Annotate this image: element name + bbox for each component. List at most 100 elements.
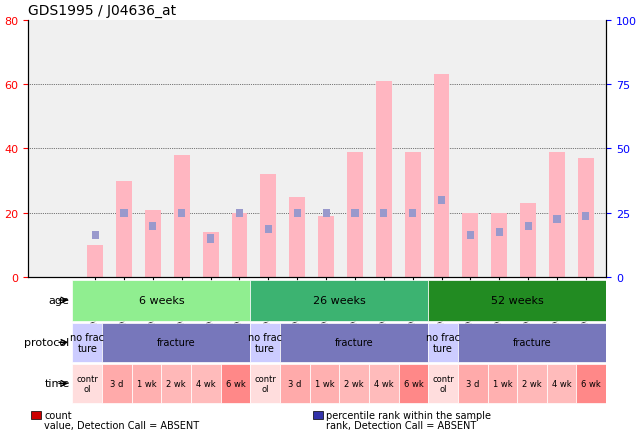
Bar — [231, 213, 247, 277]
Bar — [87, 245, 103, 277]
Bar — [524, 222, 532, 230]
Bar — [438, 197, 445, 204]
Text: 1 wk: 1 wk — [137, 379, 156, 388]
Text: GDS1995 / J04636_at: GDS1995 / J04636_at — [28, 4, 176, 18]
FancyBboxPatch shape — [428, 280, 606, 321]
Text: 26 weeks: 26 weeks — [313, 296, 365, 306]
FancyBboxPatch shape — [280, 364, 310, 403]
Text: 1 wk: 1 wk — [492, 379, 512, 388]
Text: no frac
ture: no frac ture — [71, 332, 104, 353]
Bar — [236, 209, 243, 217]
Bar — [495, 229, 503, 237]
Text: 6 wk: 6 wk — [581, 379, 601, 388]
FancyBboxPatch shape — [102, 323, 251, 362]
Bar — [578, 159, 594, 277]
FancyBboxPatch shape — [191, 364, 221, 403]
FancyBboxPatch shape — [221, 364, 251, 403]
Text: 4 wk: 4 wk — [196, 379, 216, 388]
Text: 4 wk: 4 wk — [374, 379, 394, 388]
Bar — [178, 209, 185, 217]
Text: value, Detection Call = ABSENT: value, Detection Call = ABSENT — [44, 421, 199, 431]
Text: 3 d: 3 d — [288, 379, 301, 388]
Bar — [463, 213, 478, 277]
Bar — [409, 209, 416, 217]
Bar — [376, 82, 392, 277]
Bar — [492, 213, 507, 277]
Text: 6 wk: 6 wk — [404, 379, 423, 388]
FancyBboxPatch shape — [488, 364, 517, 403]
Bar — [145, 210, 161, 277]
Text: fracture: fracture — [157, 338, 196, 348]
Bar — [121, 209, 128, 217]
Bar — [313, 421, 323, 429]
FancyBboxPatch shape — [310, 364, 339, 403]
Bar — [149, 222, 156, 230]
Bar — [351, 209, 358, 217]
Text: 6 wk: 6 wk — [226, 379, 246, 388]
Bar — [289, 197, 305, 277]
FancyBboxPatch shape — [339, 364, 369, 403]
Bar — [347, 152, 363, 277]
FancyBboxPatch shape — [576, 364, 606, 403]
Bar — [265, 225, 272, 233]
FancyBboxPatch shape — [369, 364, 399, 403]
Bar — [174, 155, 190, 277]
Text: age: age — [49, 296, 69, 306]
Bar — [318, 217, 334, 277]
Bar — [467, 232, 474, 240]
FancyBboxPatch shape — [132, 364, 162, 403]
FancyBboxPatch shape — [458, 323, 606, 362]
Text: contr
ol: contr ol — [76, 374, 98, 393]
Text: no frac
ture: no frac ture — [248, 332, 282, 353]
Bar — [433, 75, 449, 277]
FancyBboxPatch shape — [162, 364, 191, 403]
Text: count: count — [44, 410, 72, 420]
FancyBboxPatch shape — [547, 364, 576, 403]
Bar — [404, 152, 420, 277]
Text: fracture: fracture — [335, 338, 374, 348]
Bar — [31, 411, 42, 419]
Bar — [260, 175, 276, 277]
Text: time: time — [44, 378, 69, 388]
Bar — [322, 209, 329, 217]
Bar — [92, 232, 99, 240]
FancyBboxPatch shape — [428, 364, 458, 403]
Text: percentile rank within the sample: percentile rank within the sample — [326, 410, 491, 420]
Text: 2 wk: 2 wk — [167, 379, 186, 388]
Text: 3 d: 3 d — [110, 379, 124, 388]
FancyBboxPatch shape — [458, 364, 488, 403]
Bar — [553, 216, 561, 224]
FancyBboxPatch shape — [251, 364, 280, 403]
Bar — [582, 213, 590, 220]
Bar — [313, 411, 323, 419]
FancyBboxPatch shape — [251, 323, 280, 362]
FancyBboxPatch shape — [72, 364, 102, 403]
Bar — [116, 181, 132, 277]
FancyBboxPatch shape — [428, 323, 458, 362]
FancyBboxPatch shape — [72, 323, 102, 362]
FancyBboxPatch shape — [251, 280, 428, 321]
Text: 6 weeks: 6 weeks — [138, 296, 184, 306]
Bar — [207, 235, 214, 243]
FancyBboxPatch shape — [72, 280, 251, 321]
Text: 2 wk: 2 wk — [522, 379, 542, 388]
Text: no frac
ture: no frac ture — [426, 332, 460, 353]
Bar — [520, 204, 536, 277]
Bar — [294, 209, 301, 217]
Text: contr
ol: contr ol — [432, 374, 454, 393]
FancyBboxPatch shape — [280, 323, 428, 362]
Text: 1 wk: 1 wk — [315, 379, 335, 388]
Text: protocol: protocol — [24, 338, 69, 348]
FancyBboxPatch shape — [102, 364, 132, 403]
Text: 2 wk: 2 wk — [344, 379, 364, 388]
FancyBboxPatch shape — [399, 364, 428, 403]
Text: rank, Detection Call = ABSENT: rank, Detection Call = ABSENT — [326, 421, 476, 431]
Text: fracture: fracture — [513, 338, 551, 348]
Text: 3 d: 3 d — [466, 379, 479, 388]
Bar — [203, 233, 219, 277]
FancyBboxPatch shape — [517, 364, 547, 403]
Text: 4 wk: 4 wk — [552, 379, 572, 388]
Bar — [380, 209, 387, 217]
Text: 52 weeks: 52 weeks — [491, 296, 544, 306]
Bar — [31, 421, 42, 429]
